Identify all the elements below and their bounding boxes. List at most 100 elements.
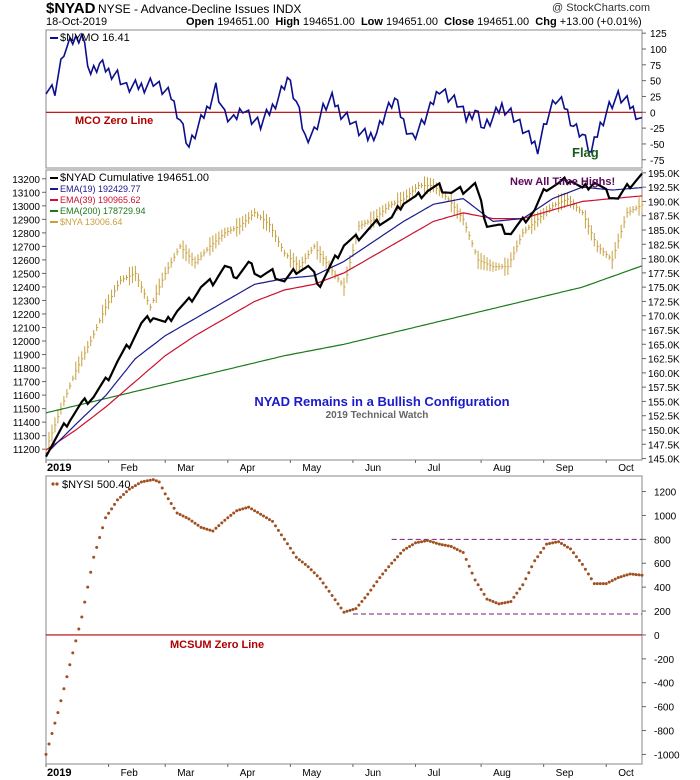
nyad-legend-label: $NYAD Cumulative 194651.00 (60, 172, 209, 184)
nysi-y-tick-label: 800 (654, 535, 671, 546)
bullish-config-annotation: NYAD Remains in a Bullish Configuration (254, 394, 509, 409)
nysi-x-tick-label: Apr (240, 768, 256, 779)
nymo-panel-frame (45, 29, 643, 169)
nysi-point (586, 572, 590, 576)
mcsum-zero-line-label: MCSUM Zero Line (170, 639, 264, 651)
nysi-y-tick-label: -1000 (654, 750, 680, 761)
nysi-point (312, 571, 316, 575)
nysi-point (428, 539, 432, 543)
nyad-right-tick-label: 182.5K (648, 240, 680, 251)
nyad-right-tick-label: 172.5K (648, 297, 680, 308)
nysi-point (259, 512, 263, 516)
nysi-point (625, 573, 629, 577)
nysi-point (455, 548, 459, 551)
nysi-point (339, 606, 343, 610)
nyad-right-tick-label: 145.0K (648, 455, 680, 466)
ema200-legend-label: EMA(200) 178729.94 (60, 206, 146, 216)
nysi-y-tick-label: 600 (654, 559, 671, 570)
nysi-x-tick-label: May (302, 768, 321, 779)
nysi-point (160, 486, 164, 490)
nysi-point (282, 537, 286, 541)
nysi-point (208, 528, 212, 532)
nysi-point (309, 568, 313, 572)
nysi-x-tick-label: Aug (493, 768, 511, 779)
nya-left-tick-label: 12400 (12, 283, 40, 294)
nysi-point (89, 570, 93, 574)
nysi-point (226, 516, 230, 520)
nysi-point (181, 514, 185, 518)
copyright-label: @ StockCharts.com (552, 2, 650, 14)
nysi-point (500, 601, 504, 605)
nysi-point (315, 574, 319, 578)
nysi-point (77, 627, 81, 631)
nysi-point (187, 517, 191, 521)
nyad-right-tick-label: 180.0K (648, 255, 680, 266)
nymo-legend-label: $NYMO 16.41 (60, 32, 130, 44)
nysi-point (396, 555, 400, 559)
nysi-point (220, 521, 224, 525)
nymo-y-tick-label: 50 (650, 77, 662, 88)
nysi-point (291, 551, 295, 555)
nysi-point (551, 541, 555, 545)
nysi-point (157, 480, 161, 484)
nysi-point (330, 594, 334, 597)
nysi-point (580, 562, 584, 566)
nysi-point (336, 602, 340, 606)
nysi-point (545, 542, 549, 546)
nysi-point (50, 732, 54, 735)
nyad-x-tick-label: Jun (365, 463, 381, 474)
nysi-point (154, 479, 158, 483)
nysi-point (65, 675, 69, 679)
nysi-point (193, 521, 197, 525)
nysi-point (497, 602, 501, 606)
nysi-point (235, 509, 239, 513)
nysi-point (595, 582, 599, 586)
nysi-point (324, 585, 328, 589)
nysi-point (372, 584, 376, 588)
nysi-point (113, 502, 116, 506)
nysi-point (536, 555, 540, 559)
nya-left-tick-label: 11800 (13, 364, 41, 375)
nysi-point (139, 480, 143, 484)
nysi-point (253, 509, 257, 513)
nyad-right-tick-label: 165.0K (648, 340, 680, 351)
nysi-point (247, 505, 251, 509)
nysi-point (163, 492, 167, 496)
nysi-point (44, 752, 48, 756)
nysi-point (467, 564, 471, 568)
nysi-point (47, 742, 51, 746)
nysi-point (136, 482, 140, 486)
nysi-point (378, 576, 382, 580)
nysi-y-tick-label: 0 (654, 631, 660, 642)
nysi-point (387, 565, 391, 569)
nya-left-tick-label: 12700 (12, 242, 40, 253)
nyad-right-tick-label: 185.0K (648, 226, 680, 237)
nya-left-tick-label: 12100 (12, 324, 40, 335)
nysi-point (577, 559, 581, 562)
nya-left-tick-label: 12600 (12, 256, 40, 267)
nyad-x-tick-label: Jul (428, 463, 441, 474)
nya-left-tick-label: 12000 (12, 337, 40, 348)
nysi-point (211, 529, 215, 533)
nysi-point (470, 571, 474, 575)
nysi-point (488, 598, 492, 602)
nysi-y-tick-label: -200 (654, 655, 674, 666)
new-highs-annotation: New All Time Highs! (510, 176, 615, 188)
nysi-point (354, 607, 358, 611)
nysi-point (98, 536, 102, 539)
nyad-x-tick-label: Apr (240, 463, 256, 474)
nysi-point (515, 591, 519, 595)
nysi-point (127, 487, 131, 491)
nysi-x-tick-label: Feb (121, 768, 139, 779)
nysi-point (238, 508, 242, 512)
nysi-point (288, 546, 292, 550)
nysi-point (271, 519, 274, 523)
nymo-y-tick-label: 125 (650, 29, 667, 40)
nysi-point (434, 541, 438, 545)
nysi-point (524, 577, 528, 581)
nysi-point (279, 533, 283, 537)
nya-left-tick-label: 11200 (13, 445, 41, 456)
mco-zero-line-label: MCO Zero Line (75, 115, 153, 127)
nysi-point (363, 596, 367, 600)
nysi-point (142, 479, 146, 483)
